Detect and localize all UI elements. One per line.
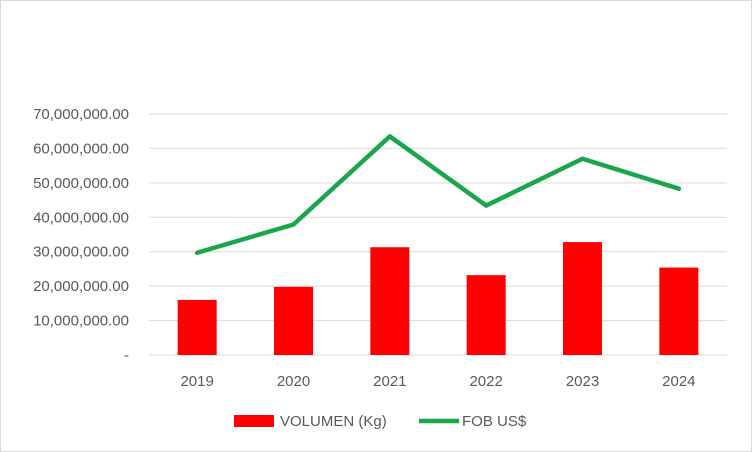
y-tick-label: 60,000,000.00 [33, 140, 129, 157]
y-tick-label: 50,000,000.00 [33, 175, 129, 192]
y-axis-ticks: - 10,000,000.00 20,000,000.00 30,000,000.00… [33, 106, 129, 364]
y-tick-label: 40,000,000.00 [33, 209, 129, 226]
x-tick-label: 2020 [277, 373, 310, 390]
bar-2022 [466, 275, 506, 355]
bar-2024 [659, 267, 699, 355]
bar-series-volumen [177, 242, 699, 355]
legend-swatch-volumen [234, 415, 274, 427]
fob-point-2024 [678, 188, 680, 190]
y-tick-label: - [124, 347, 129, 364]
bar-2023 [563, 242, 602, 355]
x-tick-label: 2021 [373, 373, 406, 390]
x-tick-label: 2019 [180, 373, 213, 390]
legend-label-volumen: VOLUMEN (Kg) [280, 413, 387, 430]
y-tick-label: 10,000,000.00 [33, 313, 129, 330]
y-tick-label: 30,000,000.00 [33, 244, 129, 261]
gridlines [149, 113, 727, 356]
x-tick-label: 2022 [469, 373, 502, 390]
fob-point-2022 [485, 205, 487, 207]
bar-2019 [177, 299, 217, 355]
fob-point-2019 [196, 252, 198, 254]
y-tick-label: 70,000,000.00 [33, 106, 129, 123]
line-series-fob [194, 134, 682, 255]
x-axis-ticks: 2019 2020 2021 2022 2023 2024 [180, 373, 695, 390]
y-tick-label: 20,000,000.00 [33, 278, 129, 295]
fob-point-2023 [582, 158, 583, 160]
legend-label-fob: FOB US$ [462, 413, 527, 430]
bar-2021 [370, 247, 410, 355]
fob-point-2021 [389, 135, 391, 137]
fob-line [194, 134, 682, 255]
bar-2020 [274, 286, 313, 355]
x-tick-label: 2023 [566, 373, 599, 390]
x-tick-label: 2024 [662, 373, 695, 390]
legend: VOLUMEN (Kg) FOB US$ [234, 413, 527, 430]
fob-point-2020 [293, 224, 294, 226]
